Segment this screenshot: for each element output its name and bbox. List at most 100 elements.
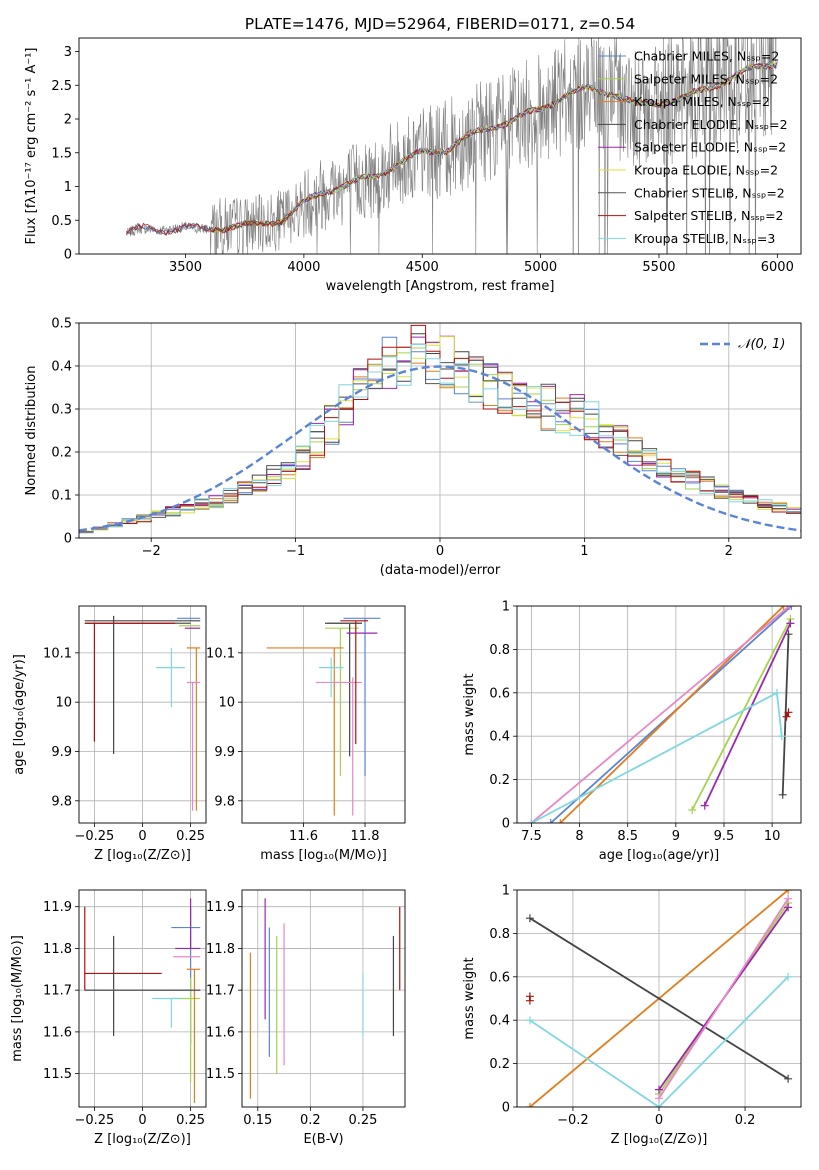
y-axis-label: mass weight xyxy=(462,673,477,755)
y-tick-label: 11.5 xyxy=(206,1067,235,1082)
plot-area xyxy=(79,606,206,823)
x-axis-label: wavelength [Angstrom, rest frame] xyxy=(326,279,555,294)
y-tick-label: 10 xyxy=(55,696,72,711)
y-tick-label: 10 xyxy=(218,696,235,711)
y-tick-label: 10.1 xyxy=(43,646,72,661)
y-tick-label: 11.5 xyxy=(43,1067,72,1082)
y-tick-label: 9.8 xyxy=(51,794,72,809)
y-tick-label: 0.8 xyxy=(489,927,510,942)
x-axis-label: mass [log₁₀(M/M⊙)] xyxy=(260,848,387,863)
plot-area xyxy=(517,606,801,823)
y-tick-label: 11.6 xyxy=(43,1025,72,1040)
weight-marker xyxy=(784,1074,793,1083)
weight-line xyxy=(703,623,792,806)
plot-area xyxy=(242,890,405,1107)
x-tick-label: 8.5 xyxy=(617,829,638,844)
y-axis-label: mass [log₁₀(M/M⊙)] xyxy=(10,935,25,1062)
x-tick-label: 9.5 xyxy=(714,829,735,844)
y-tick-label: 0.5 xyxy=(51,317,72,332)
y-tick-label: 11.9 xyxy=(43,900,72,915)
legend-label: Chabrier MILES, Nₛₛₚ=2 xyxy=(634,49,779,64)
y-tick-label: 0 xyxy=(64,532,72,547)
x-tick-label: 1 xyxy=(580,544,588,559)
x-tick-label: 10 xyxy=(764,829,781,844)
weight-marker xyxy=(700,801,709,810)
weight-line xyxy=(530,606,790,823)
y-tick-label: 2 xyxy=(64,113,72,128)
x-tick-label: 0 xyxy=(655,1113,663,1128)
weight-marker xyxy=(525,914,534,923)
y-tick-label: 11.6 xyxy=(206,1025,235,1040)
plot-area xyxy=(242,606,405,823)
x-tick-label: 2 xyxy=(725,544,733,559)
y-tick-label: 9.9 xyxy=(51,745,72,760)
x-tick-label: 0 xyxy=(138,1113,146,1128)
y-tick-label: 0.6 xyxy=(489,686,510,701)
x-tick-label: 8 xyxy=(575,829,583,844)
y-tick-label: 0.2 xyxy=(489,773,510,788)
weight-line xyxy=(529,976,789,1107)
gaussian-curve xyxy=(79,365,801,532)
weight-marker xyxy=(688,805,697,814)
y-tick-label: 11.7 xyxy=(43,984,72,999)
axes-frame xyxy=(516,889,802,1108)
x-tick-label: 5000 xyxy=(524,260,557,275)
weight-marker xyxy=(655,1094,663,1103)
spectrum-data-line xyxy=(126,38,777,254)
plot-area xyxy=(517,890,801,1107)
weight-marker xyxy=(784,890,793,894)
y-axis-label: mass weight xyxy=(462,957,477,1039)
weight-line xyxy=(691,618,792,811)
model-line xyxy=(291,62,778,213)
weight-marker xyxy=(784,903,793,912)
x-tick-label: −0.2 xyxy=(557,1113,589,1128)
x-tick-label: 0.2 xyxy=(735,1113,756,1128)
plot-area xyxy=(79,890,206,1107)
weight-marker xyxy=(527,819,536,823)
weight-line xyxy=(658,898,789,1099)
y-tick-label: 2.5 xyxy=(51,79,72,94)
y-tick-label: 0.4 xyxy=(489,1014,510,1029)
axes-frame xyxy=(241,889,406,1108)
axes-frame xyxy=(241,605,406,824)
y-tick-label: 0.2 xyxy=(51,446,72,461)
x-tick-label: 4000 xyxy=(287,260,320,275)
weight-marker xyxy=(786,619,795,628)
panel-age-vs-mass: 11.6 11.8 9.8 9.9 10 10.1 mass [log₁₀(M/M⊙)] xyxy=(206,605,406,863)
x-tick-label: −1 xyxy=(286,544,305,559)
y-tick-label: 1.5 xyxy=(51,146,72,161)
axes-frame xyxy=(78,889,207,1108)
y-tick-label: 0.4 xyxy=(51,360,72,375)
x-tick-label: 0.25 xyxy=(176,829,205,844)
y-tick-label: 1 xyxy=(502,600,510,615)
x-tick-label: 0.25 xyxy=(348,1113,377,1128)
weight-marker xyxy=(777,732,786,741)
weight-marker xyxy=(785,606,794,610)
y-tick-label: 0.2 xyxy=(489,1057,510,1072)
panel-mass-weight-vs-age: 7.5 8 8.5 9 9.5 10 0 0.2 0.4 0.6 0.8 1 age [log₁₀(ag… xyxy=(462,600,802,863)
x-axis-label: Z [log₁₀(Z/Z⊙)] xyxy=(611,1132,708,1147)
weight-marker xyxy=(655,1103,663,1107)
x-tick-label: 6000 xyxy=(761,260,794,275)
y-tick-label: 11.9 xyxy=(206,900,235,915)
x-tick-label: 0.25 xyxy=(176,1113,205,1128)
y-tick-label: 0 xyxy=(502,817,510,832)
x-tick-label: 4500 xyxy=(406,260,439,275)
x-tick-label: 0 xyxy=(436,544,444,559)
x-tick-label: −0.25 xyxy=(74,829,114,844)
weight-marker xyxy=(779,606,788,610)
x-axis-label: (data-model)/error xyxy=(380,563,501,578)
y-tick-label: 0.4 xyxy=(489,730,510,745)
weight-marker xyxy=(784,894,793,903)
weight-marker xyxy=(772,688,781,697)
legend-label: 𝒩(0, 1) xyxy=(738,337,785,352)
y-tick-label: 0.3 xyxy=(51,403,72,418)
weight-marker xyxy=(782,712,791,721)
weight-marker xyxy=(525,1016,534,1025)
weight-line xyxy=(529,917,789,1080)
panel-residual-histogram: −2 −1 0 1 2 0 0.1 0.2 0.3 0.4 0.5 (data-model)/erro… xyxy=(24,317,802,578)
x-axis-label: age [log₁₀(age/yr)] xyxy=(599,848,720,863)
y-tick-label: 11.8 xyxy=(43,942,72,957)
chart-title: PLATE=1476, MJD=52964, FIBERID=0171, z=0… xyxy=(245,15,635,33)
